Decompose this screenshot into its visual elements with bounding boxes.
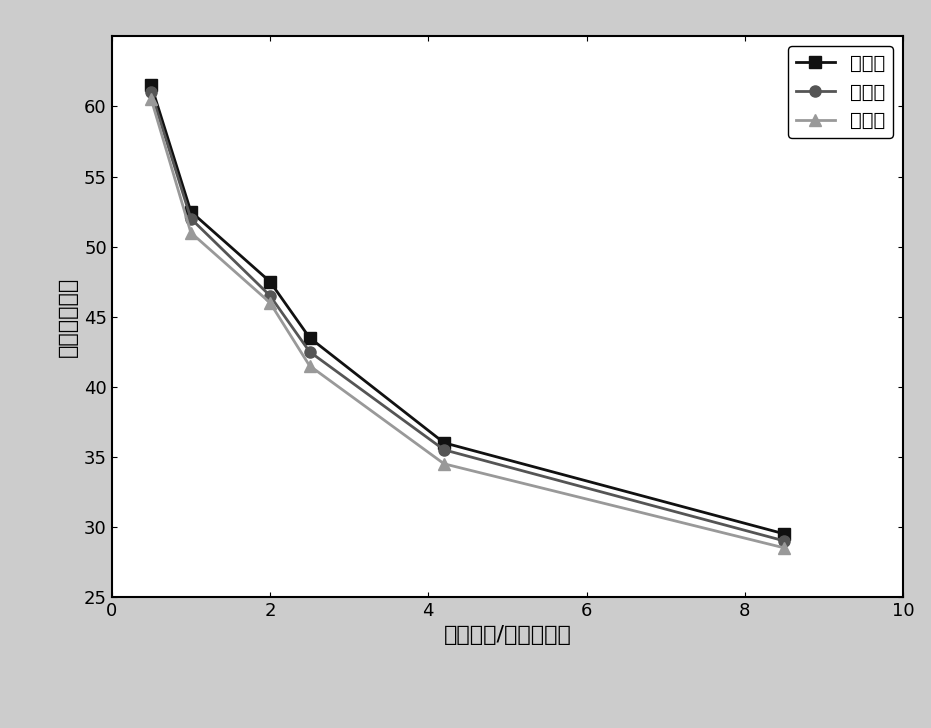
细胞内: [145, 88, 156, 97]
Line: 细胞外: 细胞外: [146, 94, 789, 553]
细胞外: [778, 544, 789, 553]
Line: 细胞内: 细胞内: [146, 87, 789, 547]
细胞内: [304, 347, 315, 356]
细胞内: [778, 537, 789, 545]
细胞内: [439, 446, 450, 454]
细胞外: [145, 95, 156, 104]
纳粒体: [185, 207, 196, 216]
细胞外: [439, 459, 450, 468]
细胞外: [304, 361, 315, 370]
纳粒体: [778, 529, 789, 538]
Line: 纳粒体: 纳粒体: [146, 80, 789, 539]
Y-axis label: 寿命（微秒）: 寿命（微秒）: [59, 277, 78, 357]
Legend: 纳粒体, 细胞内, 细胞外: 纳粒体, 细胞内, 细胞外: [789, 46, 894, 138]
纳粒体: [304, 333, 315, 342]
纳粒体: [264, 277, 276, 286]
X-axis label: 气气浓度/百万分之一: 气气浓度/百万分之一: [443, 625, 572, 646]
细胞外: [264, 298, 276, 307]
纳粒体: [145, 81, 156, 90]
细胞内: [185, 214, 196, 223]
细胞外: [185, 228, 196, 237]
细胞内: [264, 291, 276, 300]
纳粒体: [439, 438, 450, 447]
